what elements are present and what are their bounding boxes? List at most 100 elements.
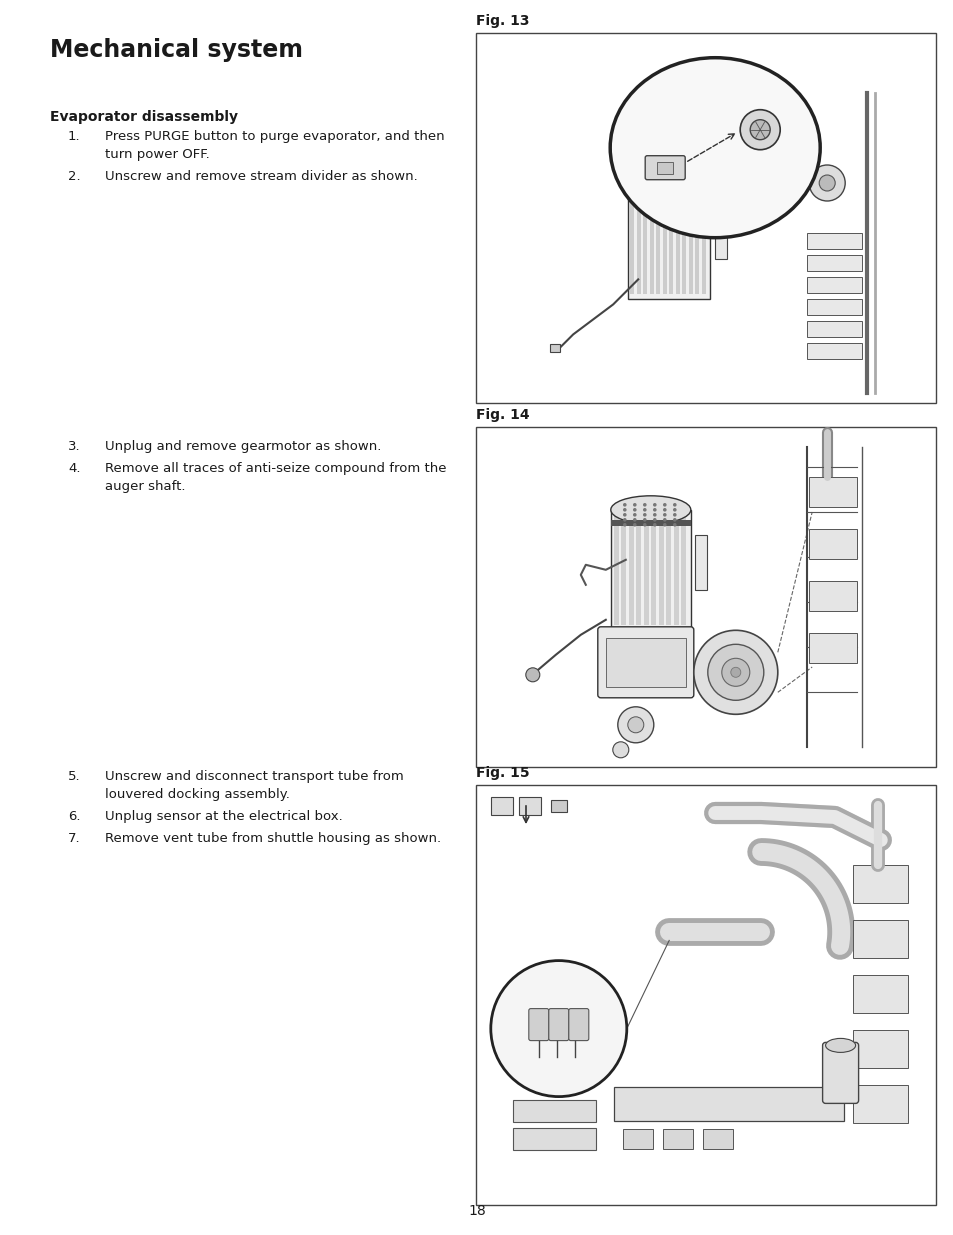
Ellipse shape	[610, 58, 820, 237]
Circle shape	[639, 163, 642, 167]
Circle shape	[682, 179, 686, 183]
Circle shape	[808, 165, 844, 201]
Text: Unplug sensor at the electrical box.: Unplug sensor at the electrical box.	[105, 810, 342, 823]
Bar	[681, 174, 685, 294]
Bar	[613, 515, 618, 625]
Circle shape	[672, 522, 676, 526]
Circle shape	[622, 517, 626, 521]
Bar	[550, 345, 559, 352]
Bar	[808, 529, 857, 559]
Text: Fig. 13: Fig. 13	[476, 14, 529, 28]
Bar	[806, 299, 862, 315]
Ellipse shape	[627, 154, 709, 184]
Bar	[657, 162, 673, 174]
Circle shape	[633, 503, 636, 506]
Circle shape	[672, 508, 676, 511]
Bar	[630, 174, 634, 294]
Bar	[518, 797, 540, 815]
Circle shape	[642, 513, 646, 516]
Circle shape	[650, 169, 654, 172]
Bar	[806, 233, 862, 249]
Circle shape	[662, 508, 666, 511]
Circle shape	[707, 645, 763, 700]
Text: 1.: 1.	[68, 130, 81, 143]
Circle shape	[633, 517, 636, 521]
Circle shape	[662, 517, 666, 521]
Circle shape	[490, 961, 626, 1097]
Bar	[513, 1100, 595, 1123]
Text: 18: 18	[468, 1204, 485, 1218]
Text: turn power OFF.: turn power OFF.	[105, 148, 210, 161]
Circle shape	[650, 163, 654, 167]
Bar	[665, 515, 671, 625]
Circle shape	[525, 668, 539, 682]
Circle shape	[682, 184, 686, 188]
Circle shape	[682, 174, 686, 177]
Circle shape	[622, 508, 626, 511]
Circle shape	[642, 522, 646, 526]
Circle shape	[672, 513, 676, 516]
Bar	[649, 174, 653, 294]
Circle shape	[693, 630, 777, 714]
Bar	[627, 182, 709, 188]
Text: louvered docking assembly.: louvered docking assembly.	[105, 788, 290, 802]
Bar	[622, 1129, 653, 1150]
Circle shape	[672, 517, 676, 521]
Bar	[610, 510, 690, 630]
Bar	[642, 174, 646, 294]
Circle shape	[740, 110, 780, 149]
Text: Remove vent tube from shuttle housing as shown.: Remove vent tube from shuttle housing as…	[105, 832, 440, 845]
Circle shape	[694, 179, 698, 183]
Circle shape	[642, 508, 646, 511]
Circle shape	[660, 179, 664, 183]
Text: Evaporator disassembly: Evaporator disassembly	[50, 110, 237, 124]
Circle shape	[627, 716, 643, 732]
FancyBboxPatch shape	[548, 1009, 568, 1041]
Circle shape	[672, 163, 676, 167]
Circle shape	[612, 742, 628, 758]
Circle shape	[672, 503, 676, 506]
Bar	[806, 277, 862, 293]
Circle shape	[672, 174, 676, 177]
Bar	[643, 515, 648, 625]
Bar	[636, 174, 640, 294]
Text: Unscrew and remove stream divider as shown.: Unscrew and remove stream divider as sho…	[105, 170, 417, 183]
FancyBboxPatch shape	[821, 1042, 858, 1103]
Bar	[695, 174, 699, 294]
Bar	[688, 174, 692, 294]
Bar	[551, 800, 566, 811]
Bar	[806, 321, 862, 337]
Ellipse shape	[610, 495, 690, 524]
Bar	[673, 515, 679, 625]
Circle shape	[672, 184, 676, 188]
Bar	[614, 1087, 843, 1121]
Circle shape	[622, 522, 626, 526]
Bar	[476, 33, 935, 403]
Circle shape	[622, 503, 626, 506]
Circle shape	[650, 184, 654, 188]
Circle shape	[642, 503, 646, 506]
Circle shape	[730, 667, 740, 677]
Bar	[701, 174, 705, 294]
Bar	[628, 515, 633, 625]
Bar	[694, 535, 706, 590]
Bar	[702, 1129, 733, 1150]
Bar	[620, 515, 625, 625]
Bar	[651, 515, 656, 625]
Circle shape	[662, 522, 666, 526]
Circle shape	[660, 174, 664, 177]
Bar	[656, 174, 659, 294]
Circle shape	[652, 503, 656, 506]
Text: Fig. 15: Fig. 15	[476, 766, 529, 781]
Text: 3.: 3.	[68, 440, 81, 453]
Text: 7.: 7.	[68, 832, 81, 845]
Bar	[852, 864, 907, 903]
Bar	[659, 515, 663, 625]
Circle shape	[642, 517, 646, 521]
Circle shape	[633, 513, 636, 516]
Circle shape	[694, 184, 698, 188]
Circle shape	[660, 184, 664, 188]
Text: Remove all traces of anti-seize compound from the: Remove all traces of anti-seize compound…	[105, 462, 446, 475]
Bar	[610, 520, 690, 526]
FancyBboxPatch shape	[568, 1009, 588, 1041]
